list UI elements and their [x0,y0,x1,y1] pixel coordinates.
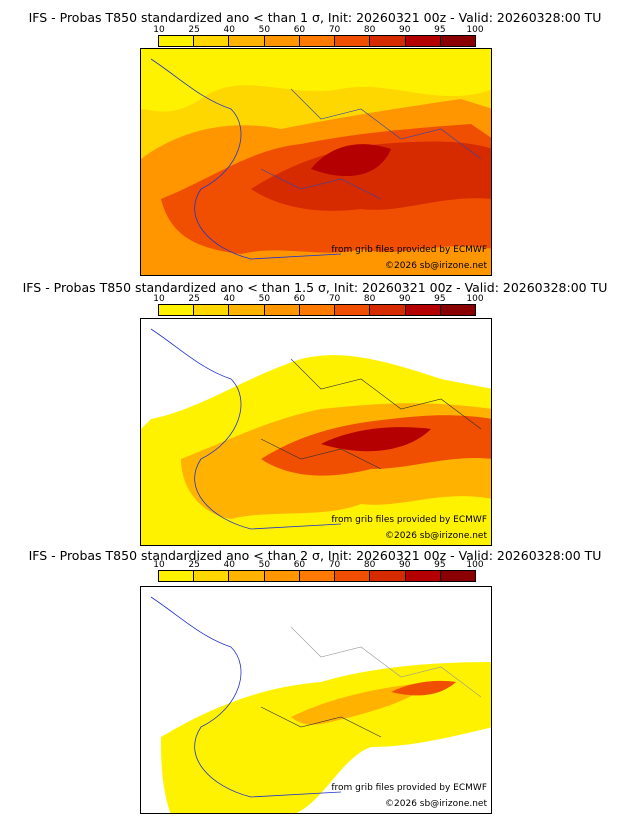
coastline [150,58,342,260]
colorbar-swatch [194,36,230,46]
colorbar-swatch [229,571,265,581]
credit-copyright: ©2026 sb@irizone.net [385,261,487,271]
colorbar-tick-label: 60 [293,25,306,35]
colorbar-swatches [158,35,476,47]
colorbar-tick-label: 95 [434,294,446,304]
prob-field-max [321,427,431,452]
credit-copyright: ©2026 sb@irizone.net [385,799,487,809]
colorbar-swatch [335,571,371,581]
colorbar-tick-label: 50 [258,560,271,570]
credit-source: from grib files provided by ECMWF [331,515,487,525]
colorbar-swatch [335,36,371,46]
colorbar-tick-label: 50 [258,294,271,304]
colorbar-swatch [370,571,406,581]
colorbar: 10 25 40 50 60 70 80 90 95 100 [153,25,484,49]
border-line [260,706,382,738]
colorbar: 10 25 40 50 60 70 80 90 95 100 [153,560,484,584]
colorbar-swatch [370,36,406,46]
colorbar-tick-label: 90 [399,25,411,35]
colorbar-ticks: 10 25 40 50 60 70 80 90 95 100 [153,294,483,304]
colorbar-tick-label: 10 [153,25,165,35]
colorbar-tick-label: 80 [363,294,376,304]
colorbar-swatch [440,305,475,315]
colorbar-tick-label: 90 [399,294,411,304]
colorbar-tick-label: 100 [466,294,484,304]
colorbar-ticks: 10 25 40 50 60 70 80 90 95 100 [153,560,483,570]
credit-source: from grib files provided by ECMWF [331,783,487,793]
border-line [260,438,382,470]
colorbar-tick-label: 100 [466,25,484,35]
colorbar-swatch [194,571,230,581]
border-line [260,168,382,200]
colorbar-swatch [299,36,336,46]
colorbar-tick-label: 60 [293,560,306,570]
colorbar-tick-label: 25 [188,294,200,304]
colorbar-swatch [405,571,441,581]
probability-map-1.5sigma: from grib files provided by ECMWF ©2026 … [140,318,492,546]
colorbar-tick-label: 40 [223,294,235,304]
colorbar-tick-label: 25 [188,25,200,35]
probability-map-1sigma: from grib files provided by ECMWF ©2026 … [140,48,492,276]
colorbar-tick-label: 95 [434,560,446,570]
colorbar-tick-label: 80 [363,25,376,35]
colorbar-tick-label: 70 [328,25,341,35]
panel-title: IFS - Probas T850 standardized ano < tha… [22,280,608,295]
prob-field-high [391,680,456,696]
colorbar-swatch [440,571,475,581]
map-field [141,587,491,813]
colorbar-swatch [440,36,475,46]
border-line [290,358,482,430]
colorbar-swatches [158,304,476,316]
colorbar-tick-label: 40 [223,560,235,570]
map-field [141,49,491,275]
colorbar-tick-label: 10 [153,294,165,304]
colorbar-swatch [229,305,265,315]
map-panel-2sigma: IFS - Probas T850 standardized ano < tha… [0,546,630,828]
map-panel-1sigma: IFS - Probas T850 standardized ano < tha… [0,0,630,280]
colorbar-tick-label: 80 [363,560,376,570]
prob-field-max [311,144,391,177]
prob-field-low [161,662,491,813]
colorbar-swatch [405,36,441,46]
colorbar-swatch [299,305,336,315]
colorbar-tick-label: 40 [223,25,235,35]
colorbar-tick-label: 95 [434,25,446,35]
colorbar-swatch [194,305,230,315]
colorbar-swatch [159,305,195,315]
prob-field-veryhigh [251,141,491,211]
colorbar-swatch [264,305,300,315]
colorbar-tick-label: 50 [258,25,271,35]
colorbar-swatches [158,570,476,582]
colorbar-swatch [159,36,195,46]
colorbar-swatch [335,305,371,315]
panel-title: IFS - Probas T850 standardized ano < tha… [28,548,602,563]
map-field [141,319,491,545]
coastline [150,328,342,530]
colorbar-ticks: 10 25 40 50 60 70 80 90 95 100 [153,25,483,35]
colorbar-tick-label: 90 [399,560,411,570]
border-line [290,626,482,698]
colorbar-tick-label: 100 [466,560,484,570]
panel-title: IFS - Probas T850 standardized ano < tha… [28,10,602,25]
colorbar-swatch [229,36,265,46]
colorbar-tick-label: 60 [293,294,306,304]
colorbar-swatch [405,305,441,315]
credit-copyright: ©2026 sb@irizone.net [385,531,487,541]
coastline [150,596,342,798]
colorbar-tick-label: 70 [328,560,341,570]
colorbar-tick-label: 70 [328,294,341,304]
map-panel-1.5sigma: IFS - Probas T850 standardized ano < tha… [0,278,630,548]
colorbar-swatch [299,571,336,581]
credit-source: from grib files provided by ECMWF [331,245,487,255]
colorbar-tick-label: 10 [153,560,165,570]
colorbar-swatch [370,305,406,315]
border-line [290,88,482,160]
probability-map-2sigma: from grib files provided by ECMWF ©2026 … [140,586,492,814]
colorbar: 10 25 40 50 60 70 80 90 95 100 [153,294,484,318]
colorbar-swatch [264,571,300,581]
prob-field-low [141,49,491,112]
colorbar-swatch [159,571,195,581]
colorbar-tick-label: 25 [188,560,200,570]
colorbar-swatch [264,36,300,46]
